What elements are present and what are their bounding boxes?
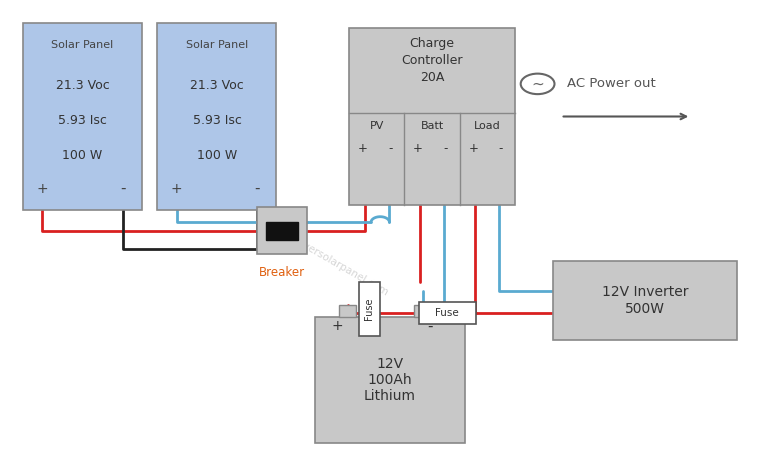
FancyBboxPatch shape	[414, 305, 431, 317]
Text: +: +	[332, 319, 343, 333]
Text: +: +	[170, 182, 183, 196]
FancyBboxPatch shape	[257, 207, 307, 254]
FancyBboxPatch shape	[23, 23, 142, 210]
Text: -: -	[498, 142, 503, 155]
Text: Batt: Batt	[420, 121, 444, 131]
Text: -: -	[428, 319, 433, 334]
Text: 21.3 Voc: 21.3 Voc	[190, 79, 243, 92]
FancyBboxPatch shape	[553, 261, 737, 340]
Text: AC Power out: AC Power out	[567, 77, 656, 90]
Text: 12V Inverter
500W: 12V Inverter 500W	[602, 286, 688, 315]
Text: Charge
Controller
20A: Charge Controller 20A	[401, 37, 463, 84]
Text: 100 W: 100 W	[62, 149, 103, 162]
Text: +: +	[358, 142, 368, 155]
Text: Cleversolarpanel.com: Cleversolarpanel.com	[286, 233, 389, 298]
FancyBboxPatch shape	[157, 23, 276, 210]
Text: -: -	[254, 181, 260, 196]
Text: -: -	[389, 142, 393, 155]
Text: ~: ~	[531, 76, 544, 91]
Text: +: +	[468, 142, 478, 155]
Text: 100 W: 100 W	[197, 149, 237, 162]
Text: Solar Panel: Solar Panel	[51, 40, 114, 49]
FancyBboxPatch shape	[349, 28, 515, 205]
Text: Solar Panel: Solar Panel	[186, 40, 248, 49]
FancyBboxPatch shape	[339, 305, 356, 317]
Text: 12V
100Ah
Lithium: 12V 100Ah Lithium	[364, 356, 415, 403]
Text: Fuse: Fuse	[364, 297, 375, 320]
Text: Breaker: Breaker	[259, 266, 306, 279]
Text: Load: Load	[474, 121, 501, 131]
Text: -: -	[444, 142, 448, 155]
Text: +: +	[413, 142, 423, 155]
FancyBboxPatch shape	[266, 222, 299, 240]
Text: Fuse: Fuse	[435, 308, 459, 318]
Text: +: +	[36, 182, 48, 196]
Text: 5.93 Isc: 5.93 Isc	[193, 114, 241, 127]
Text: 5.93 Isc: 5.93 Isc	[58, 114, 107, 127]
FancyBboxPatch shape	[359, 282, 380, 336]
Text: 21.3 Voc: 21.3 Voc	[56, 79, 109, 92]
Text: PV: PV	[369, 121, 384, 131]
FancyBboxPatch shape	[315, 317, 465, 443]
FancyBboxPatch shape	[419, 302, 476, 324]
Text: -: -	[120, 181, 126, 196]
